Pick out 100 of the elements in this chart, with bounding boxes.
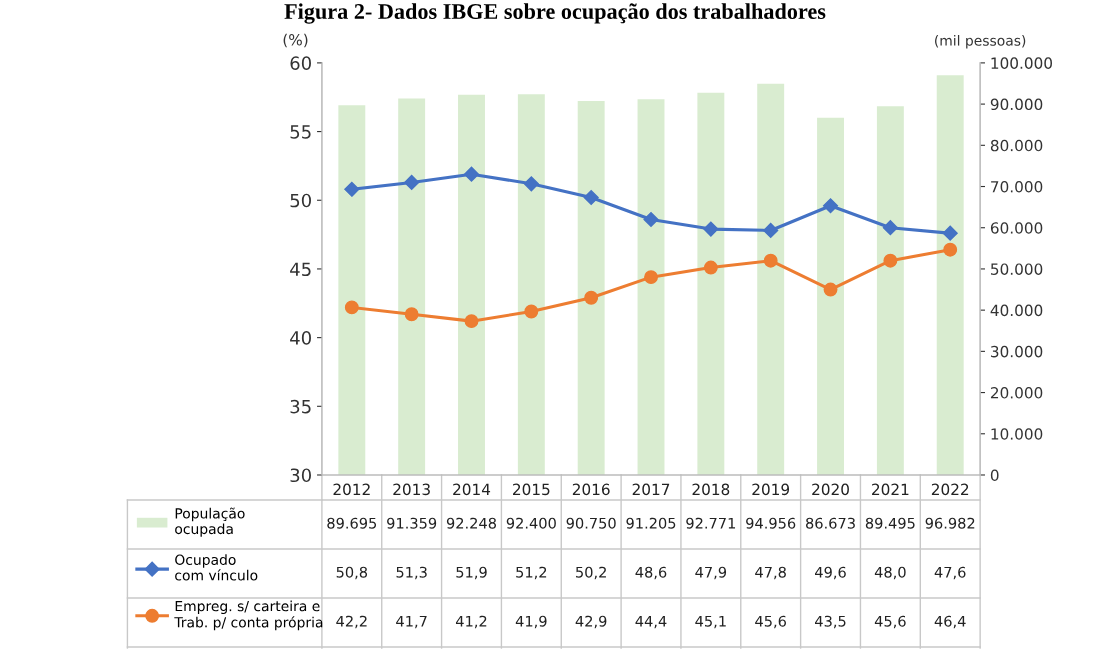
data-label: 45,1 xyxy=(695,615,726,629)
data-label: 45,6 xyxy=(874,615,906,629)
bar xyxy=(458,94,485,475)
data-label: 50,8 xyxy=(336,566,368,580)
data-label: 47,9 xyxy=(695,566,727,580)
y2-tick-label: 10.000 xyxy=(991,428,1043,440)
bar xyxy=(338,105,366,475)
data-label: 89.495 xyxy=(865,517,915,529)
chart-title: Figura 2- Dados IBGE sobre ocupação dos trabalhadores xyxy=(284,3,826,24)
y2-tick-label: 90.000 xyxy=(990,98,1043,111)
x-tick-label: 2018 xyxy=(692,483,730,496)
data-label: 92.248 xyxy=(446,517,497,529)
y2-axis-title: (mil pessoas) xyxy=(935,35,1026,49)
data-label: 49,6 xyxy=(815,566,846,580)
point xyxy=(524,304,539,319)
y-tick-label: 60 xyxy=(290,56,311,71)
x-tick-label: 2022 xyxy=(931,483,969,496)
data-label: 48,6 xyxy=(635,566,667,580)
point xyxy=(404,174,420,190)
point xyxy=(344,300,359,315)
data-label: 41,9 xyxy=(515,615,547,629)
point xyxy=(344,181,360,197)
data-label: 47,6 xyxy=(934,566,966,580)
point xyxy=(464,314,479,329)
y2-tick-label: 60.000 xyxy=(990,222,1043,234)
data-label: 50,2 xyxy=(576,566,606,580)
y2-tick-label: 20.000 xyxy=(990,387,1043,399)
y2-tick-label: 30.000 xyxy=(991,345,1043,358)
data-label: 94.956 xyxy=(746,517,796,529)
x-tick-label: 2015 xyxy=(513,483,550,496)
data-label: 91.205 xyxy=(626,517,676,529)
y2-tick-label: 70.000 xyxy=(991,180,1043,193)
point xyxy=(822,198,839,214)
data-label: 43,5 xyxy=(815,615,846,629)
data-label: 92.400 xyxy=(506,517,556,529)
data-label: 41,7 xyxy=(396,615,427,629)
data-label: 89.695 xyxy=(327,517,377,529)
data-label: 44,4 xyxy=(635,615,667,629)
data-label: 96.982 xyxy=(925,517,975,529)
bar xyxy=(936,75,964,475)
point xyxy=(583,189,599,206)
point xyxy=(703,221,719,237)
data-label: 92.771 xyxy=(686,517,736,529)
y-tick-label: 30 xyxy=(290,468,311,483)
data-label: 51,9 xyxy=(456,566,487,580)
data-label: 45,6 xyxy=(755,615,787,629)
y-tick-label: 45 xyxy=(290,262,311,277)
point xyxy=(823,282,838,297)
bar xyxy=(577,101,605,475)
point xyxy=(644,270,658,285)
point xyxy=(584,290,599,305)
y2-tick-label: 0 xyxy=(990,469,999,482)
bar xyxy=(697,92,725,475)
point xyxy=(463,166,480,182)
x-tick-label: 2017 xyxy=(632,483,670,496)
x-tick-label: 2014 xyxy=(453,483,491,496)
point xyxy=(523,176,539,192)
data-label: 48,0 xyxy=(874,566,906,580)
data-label: 42,9 xyxy=(575,615,607,629)
data-label: 91.359 xyxy=(387,517,437,529)
point xyxy=(703,260,718,275)
x-tick-label: 2020 xyxy=(812,483,849,496)
data-label: 42,2 xyxy=(336,615,367,629)
y2-tick-label: 50.000 xyxy=(991,263,1043,275)
bar xyxy=(637,99,665,475)
bar xyxy=(817,117,844,475)
data-label: 41,2 xyxy=(455,615,487,629)
x-tick-label: 2013 xyxy=(393,483,430,496)
y-axis-title: (%) xyxy=(283,33,308,48)
x-tick-label: 2021 xyxy=(872,483,909,496)
y2-tick-label: 40.000 xyxy=(990,304,1043,317)
point xyxy=(882,220,898,236)
bar xyxy=(876,106,904,475)
point xyxy=(763,253,778,268)
point xyxy=(643,211,659,228)
x-tick-label: 2012 xyxy=(333,483,370,496)
bar xyxy=(398,98,426,475)
legend-label: População ocupada xyxy=(175,507,245,537)
bar xyxy=(757,83,785,475)
data-label: 51,2 xyxy=(516,566,547,580)
point xyxy=(763,222,779,239)
data-label: 90.750 xyxy=(566,517,616,529)
point xyxy=(404,307,419,322)
y-tick-label: 40 xyxy=(290,331,311,345)
bar xyxy=(517,94,545,475)
data-label: 46,4 xyxy=(934,615,966,629)
point xyxy=(942,225,958,241)
data-label: 51,3 xyxy=(396,566,427,580)
y2-tick-label: 100.000 xyxy=(991,57,1053,69)
y2-tick-label: 80.000 xyxy=(990,139,1043,152)
legend-label: Ocupado com vínculo xyxy=(175,554,258,581)
data-label: 86.673 xyxy=(806,517,855,529)
point xyxy=(883,253,898,268)
x-tick-label: 2016 xyxy=(572,483,610,496)
point xyxy=(943,242,958,257)
y-tick-label: 50 xyxy=(290,193,311,208)
x-tick-label: 2019 xyxy=(752,483,790,496)
data-label: 47,8 xyxy=(755,566,786,580)
y-tick-label: 55 xyxy=(290,125,311,139)
y-tick-label: 35 xyxy=(290,399,311,414)
